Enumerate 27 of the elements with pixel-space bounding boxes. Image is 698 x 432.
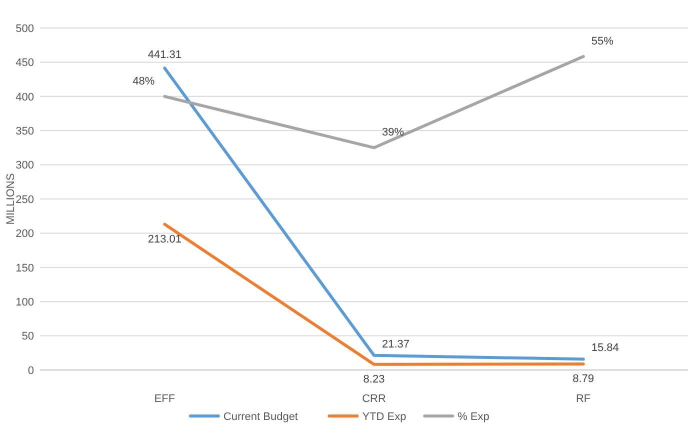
data-label: 15.84 (591, 342, 619, 354)
data-label: 8.23 (363, 373, 385, 386)
x-tick-label: CRR (362, 393, 386, 405)
x-tick-label: RF (576, 393, 591, 405)
y-tick-label: 300 (16, 160, 34, 172)
y-tick-label: 250 (16, 194, 34, 206)
data-label: 441.31 (148, 49, 182, 62)
y-tick-label: 200 (16, 228, 34, 240)
y-axis-title: MILLIONS (5, 173, 17, 225)
legend-label: Current Budget (223, 411, 298, 423)
y-tick-label: 400 (16, 91, 34, 104)
data-label: 55% (591, 36, 614, 48)
y-tick-label: 350 (16, 125, 34, 138)
x-tick-label: EFF (154, 393, 176, 405)
legend-label: YTD Exp (362, 411, 406, 423)
y-tick-label: 150 (16, 262, 34, 274)
data-label: 48% (132, 75, 155, 88)
y-tick-label: 100 (16, 296, 34, 308)
y-tick-label: 0 (28, 364, 34, 377)
y-tick-label: 50 (22, 330, 34, 343)
y-tick-label: 450 (16, 57, 34, 70)
data-label: 21.37 (382, 338, 410, 350)
data-label: 213.01 (148, 233, 182, 246)
legend-label: % Exp (458, 411, 490, 423)
data-label: 8.79 (572, 372, 594, 385)
data-label: 39% (382, 126, 404, 139)
y-tick-label: 500 (16, 22, 34, 35)
